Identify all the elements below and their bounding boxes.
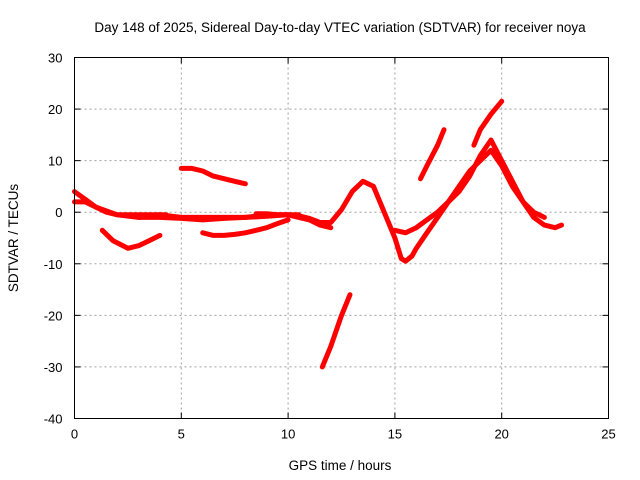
axis-ticks: 0 5 10 15 20 25 -40 -30 -20 -10 0 10 20 30 (44, 51, 616, 442)
x-tick-label: 0 (71, 427, 78, 442)
series-line-track-10 (471, 98, 505, 148)
y-tick-label: -10 (44, 257, 63, 272)
series-line-track-7 (253, 147, 564, 264)
series-line-track-4 (136, 212, 169, 220)
y-tick-label: 30 (48, 51, 62, 66)
y-axis-label: SDTVAR / TECUs (6, 184, 21, 293)
x-tick-label: 15 (388, 427, 402, 442)
series-line-track-6 (200, 217, 291, 238)
x-tick-label: 10 (281, 427, 295, 442)
y-tick-label: 10 (48, 154, 62, 169)
x-tick-label: 5 (178, 427, 185, 442)
x-tick-label: 20 (494, 427, 508, 442)
y-tick-label: -20 (44, 308, 63, 323)
chart-title: Day 148 of 2025, Sidereal Day-to-day VTE… (94, 20, 586, 35)
series-line-track-5 (178, 165, 248, 187)
series-line-track-3 (99, 227, 163, 251)
x-tick-label: 25 (601, 427, 615, 442)
series-line-track-1 (72, 189, 334, 231)
y-tick-label: -40 (44, 412, 63, 427)
data-series (72, 98, 564, 370)
plot-frame (74, 57, 609, 419)
y-tick-label: 0 (55, 205, 62, 220)
series-line-track-8 (392, 137, 547, 236)
x-axis-label: GPS time / hours (289, 458, 392, 473)
y-tick-label: 20 (48, 102, 62, 117)
series-line-track-9 (418, 127, 447, 182)
series-line-track-11 (319, 292, 353, 370)
y-tick-label: -30 (44, 360, 63, 375)
